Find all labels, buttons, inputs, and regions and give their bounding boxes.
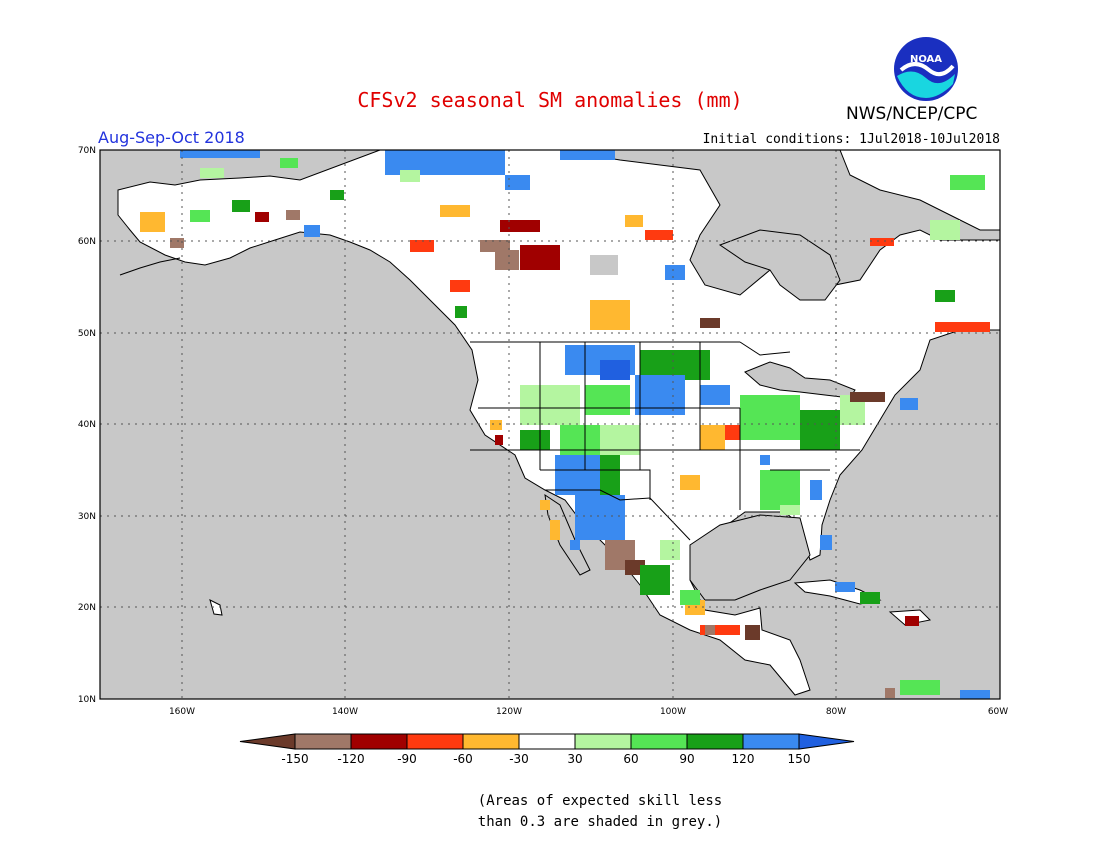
lat-label: 70N xyxy=(78,146,96,156)
map-frame xyxy=(99,149,1001,700)
legend-label: 60 xyxy=(623,752,638,766)
legend-label: 30 xyxy=(567,752,582,766)
aleutian-islands xyxy=(119,257,181,276)
lat-label: 20N xyxy=(78,603,96,613)
lon-label: 120W xyxy=(496,707,522,717)
legend-label: -60 xyxy=(453,752,473,766)
lat-label: 50N xyxy=(78,329,96,339)
legend-min-arrow xyxy=(239,733,296,750)
legend-label: 150 xyxy=(788,752,811,766)
chart-title: CFSv2 seasonal SM anomalies (mm) xyxy=(357,88,743,112)
political-boundaries xyxy=(470,341,860,541)
legend-color-box xyxy=(630,733,688,750)
lat-label: 40N xyxy=(78,420,96,430)
legend-color-box xyxy=(350,733,408,750)
legend-color-box xyxy=(462,733,520,750)
greenland-land xyxy=(839,150,1000,231)
legend-color-box xyxy=(574,733,632,750)
legend-color-box xyxy=(686,733,744,750)
latitude-labels: 70N 60N 50N 40N 30N 20N 10N xyxy=(78,146,96,705)
skill-note-line1: (Areas of expected skill less xyxy=(477,793,723,809)
legend-label: 90 xyxy=(679,752,694,766)
graticule xyxy=(100,150,1000,699)
lon-label: 160W xyxy=(169,707,195,717)
hudson-bay xyxy=(718,229,841,301)
color-legend: -150 -120 -90 -60 -30 30 60 90 120 150 xyxy=(239,733,855,766)
legend-label: -120 xyxy=(337,752,364,766)
legend-color-box xyxy=(294,733,352,750)
lon-label: 100W xyxy=(660,707,686,717)
lon-label: 60W xyxy=(988,707,1008,717)
legend-label: -90 xyxy=(397,752,417,766)
legend-color-box xyxy=(406,733,464,750)
legend-label: 120 xyxy=(732,752,755,766)
lat-label: 10N xyxy=(78,695,96,705)
skill-note-line2: than 0.3 are shaded in grey.) xyxy=(477,814,723,830)
lon-label: 80W xyxy=(826,707,846,717)
hawaii-islands xyxy=(209,599,223,616)
legend-label: -30 xyxy=(509,752,529,766)
skill-note: (Areas of expected skill less than 0.3 a… xyxy=(0,791,1100,833)
lon-label: 140W xyxy=(332,707,358,717)
noaa-logo-icon: NOAA xyxy=(894,37,958,101)
season-label: Aug-Sep-Oct 2018 xyxy=(98,128,245,147)
logo-text: NOAA xyxy=(910,54,942,65)
lat-label: 60N xyxy=(78,237,96,247)
longitude-labels: 160W 140W 120W 100W 80W 60W xyxy=(169,707,1008,717)
source-label: NWS/NCEP/CPC xyxy=(846,104,978,124)
legend-max-arrow xyxy=(798,733,855,750)
legend-color-box xyxy=(518,733,576,750)
lat-label: 30N xyxy=(78,512,96,522)
legend-color-box xyxy=(742,733,800,750)
initial-conditions-label: Initial conditions: 1Jul2018-10Jul2018 xyxy=(702,132,1000,147)
anomaly-patches xyxy=(140,150,990,699)
legend-label: -150 xyxy=(281,752,308,766)
